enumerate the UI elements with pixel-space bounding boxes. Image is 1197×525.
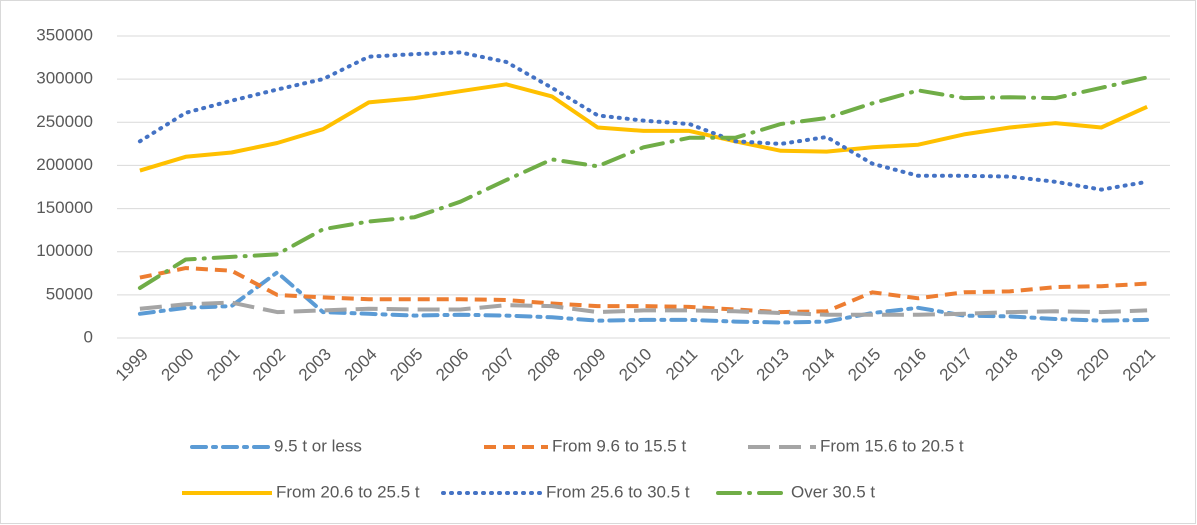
legend-label: From 25.6 to 30.5 t (546, 482, 690, 501)
y-tick-label: 200000 (36, 155, 93, 174)
series-line (139, 82, 1148, 173)
series-line (139, 300, 1148, 317)
legend-label: Over 30.5 t (791, 482, 875, 501)
y-tick-label: 100000 (36, 241, 93, 260)
legend-label: From 9.6 to 15.5 t (552, 436, 686, 455)
series-line (139, 266, 1148, 315)
series-line (137, 270, 1150, 325)
y-tick-label: 350000 (36, 25, 93, 44)
series-line (137, 50, 1150, 192)
legend-label: 9.5 t or less (274, 436, 362, 455)
y-tick-label: 0 (84, 327, 93, 346)
series-line (137, 75, 1150, 290)
legend-label: From 15.6 to 20.5 t (820, 436, 964, 455)
y-tick-label: 250000 (36, 112, 93, 131)
y-tick-label: 50000 (46, 284, 93, 303)
legend-label: From 20.6 to 25.5 t (276, 482, 420, 501)
y-tick-label: 300000 (36, 69, 93, 88)
y-tick-label: 150000 (36, 198, 93, 217)
